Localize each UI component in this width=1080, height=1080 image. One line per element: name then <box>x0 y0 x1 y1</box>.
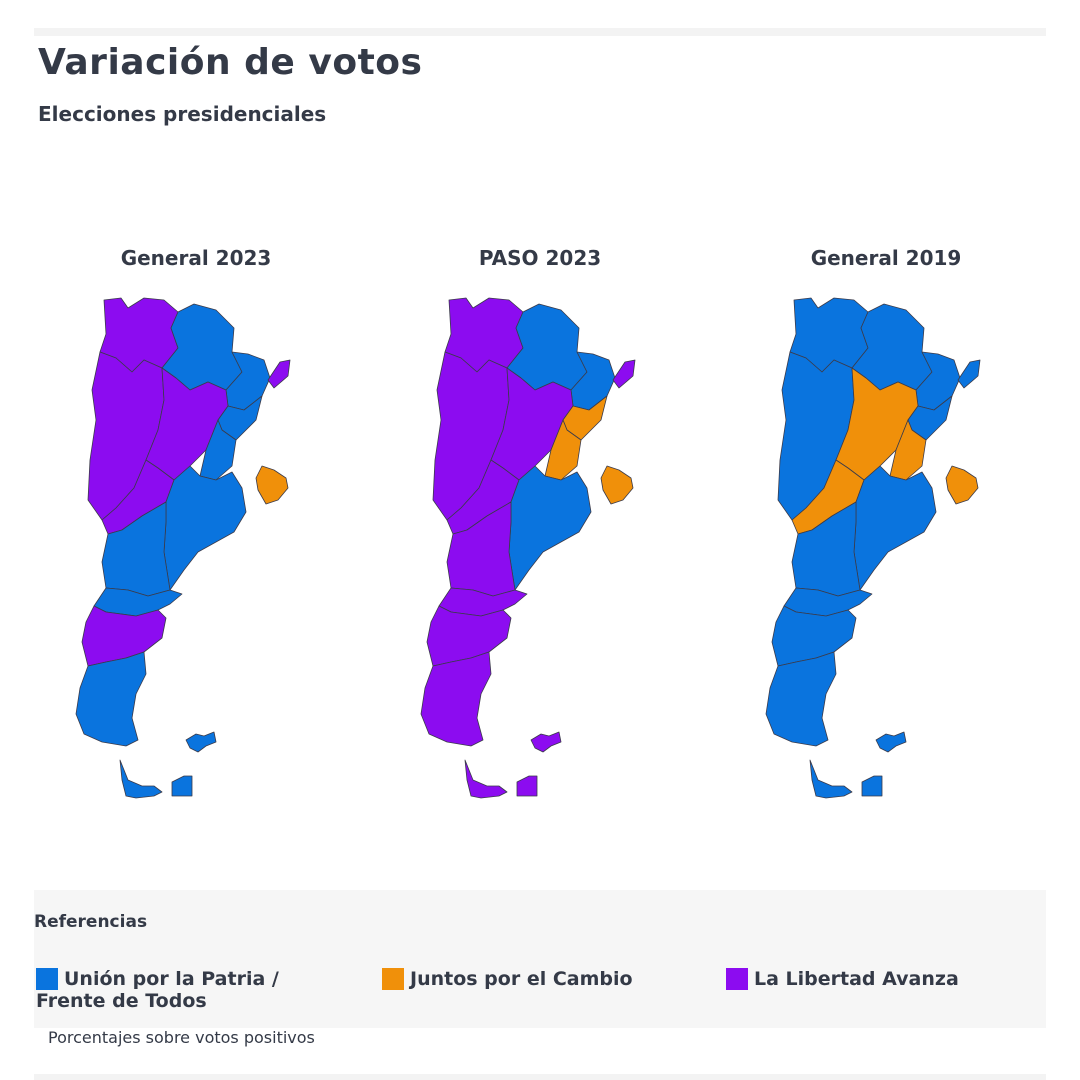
region-chubut[interactable] <box>426 605 512 667</box>
legend-swatch-union <box>36 968 58 990</box>
region-la-pampa[interactable] <box>446 501 516 597</box>
region-malvinas[interactable] <box>530 731 562 753</box>
legend-swatch-libertad <box>726 968 748 990</box>
legend-panel: Referencias Unión por la Patria / Frente… <box>34 890 1046 1028</box>
page-title: Variación de votos <box>38 42 423 83</box>
map-general-2019[interactable] <box>756 290 1016 810</box>
legend-title: Referencias <box>34 912 148 932</box>
bottom-divider <box>34 1074 1046 1080</box>
region-tierra-del-fuego[interactable] <box>464 759 538 799</box>
map-label-general-2019: General 2019 <box>810 246 962 270</box>
map-general-2023[interactable] <box>66 290 326 810</box>
legend-item-juntos: Juntos por el Cambio <box>382 968 633 990</box>
page-subtitle: Elecciones presidenciales <box>38 102 327 126</box>
legend-swatch-juntos <box>382 968 404 990</box>
legend-label-libertad: La Libertad Avanza <box>754 968 959 990</box>
region-chubut[interactable] <box>81 605 167 667</box>
region-chubut[interactable] <box>771 605 857 667</box>
region-buenos-aires[interactable] <box>508 465 592 591</box>
region-la-pampa[interactable] <box>791 501 861 597</box>
legend-item-libertad: La Libertad Avanza <box>726 968 959 990</box>
region-buenos-aires[interactable] <box>853 465 937 591</box>
map-label-general-2023: General 2023 <box>120 246 272 270</box>
region-uruguay-area[interactable] <box>255 465 289 505</box>
region-santa-cruz[interactable] <box>420 651 492 747</box>
top-divider <box>34 28 1046 36</box>
legend-item-union: Unión por la Patria / Frente de Todos <box>36 968 279 1012</box>
region-misiones[interactable] <box>957 359 981 389</box>
region-malvinas[interactable] <box>875 731 907 753</box>
map-label-paso-2023: PASO 2023 <box>478 246 602 270</box>
legend-label-juntos: Juntos por el Cambio <box>410 968 633 990</box>
region-santa-cruz[interactable] <box>75 651 147 747</box>
region-santa-cruz[interactable] <box>765 651 837 747</box>
region-misiones[interactable] <box>612 359 636 389</box>
region-la-pampa[interactable] <box>101 501 171 597</box>
region-malvinas[interactable] <box>185 731 217 753</box>
legend-label-union-line1: Unión por la Patria / <box>64 968 279 990</box>
map-paso-2023[interactable] <box>411 290 671 810</box>
region-buenos-aires[interactable] <box>163 465 247 591</box>
region-tierra-del-fuego[interactable] <box>809 759 883 799</box>
region-tierra-del-fuego[interactable] <box>119 759 193 799</box>
region-misiones[interactable] <box>267 359 291 389</box>
region-uruguay-area[interactable] <box>600 465 634 505</box>
region-uruguay-area[interactable] <box>945 465 979 505</box>
legend-label-union-line2: Frente de Todos <box>36 990 207 1012</box>
footnote: Porcentajes sobre votos positivos <box>48 1028 315 1047</box>
